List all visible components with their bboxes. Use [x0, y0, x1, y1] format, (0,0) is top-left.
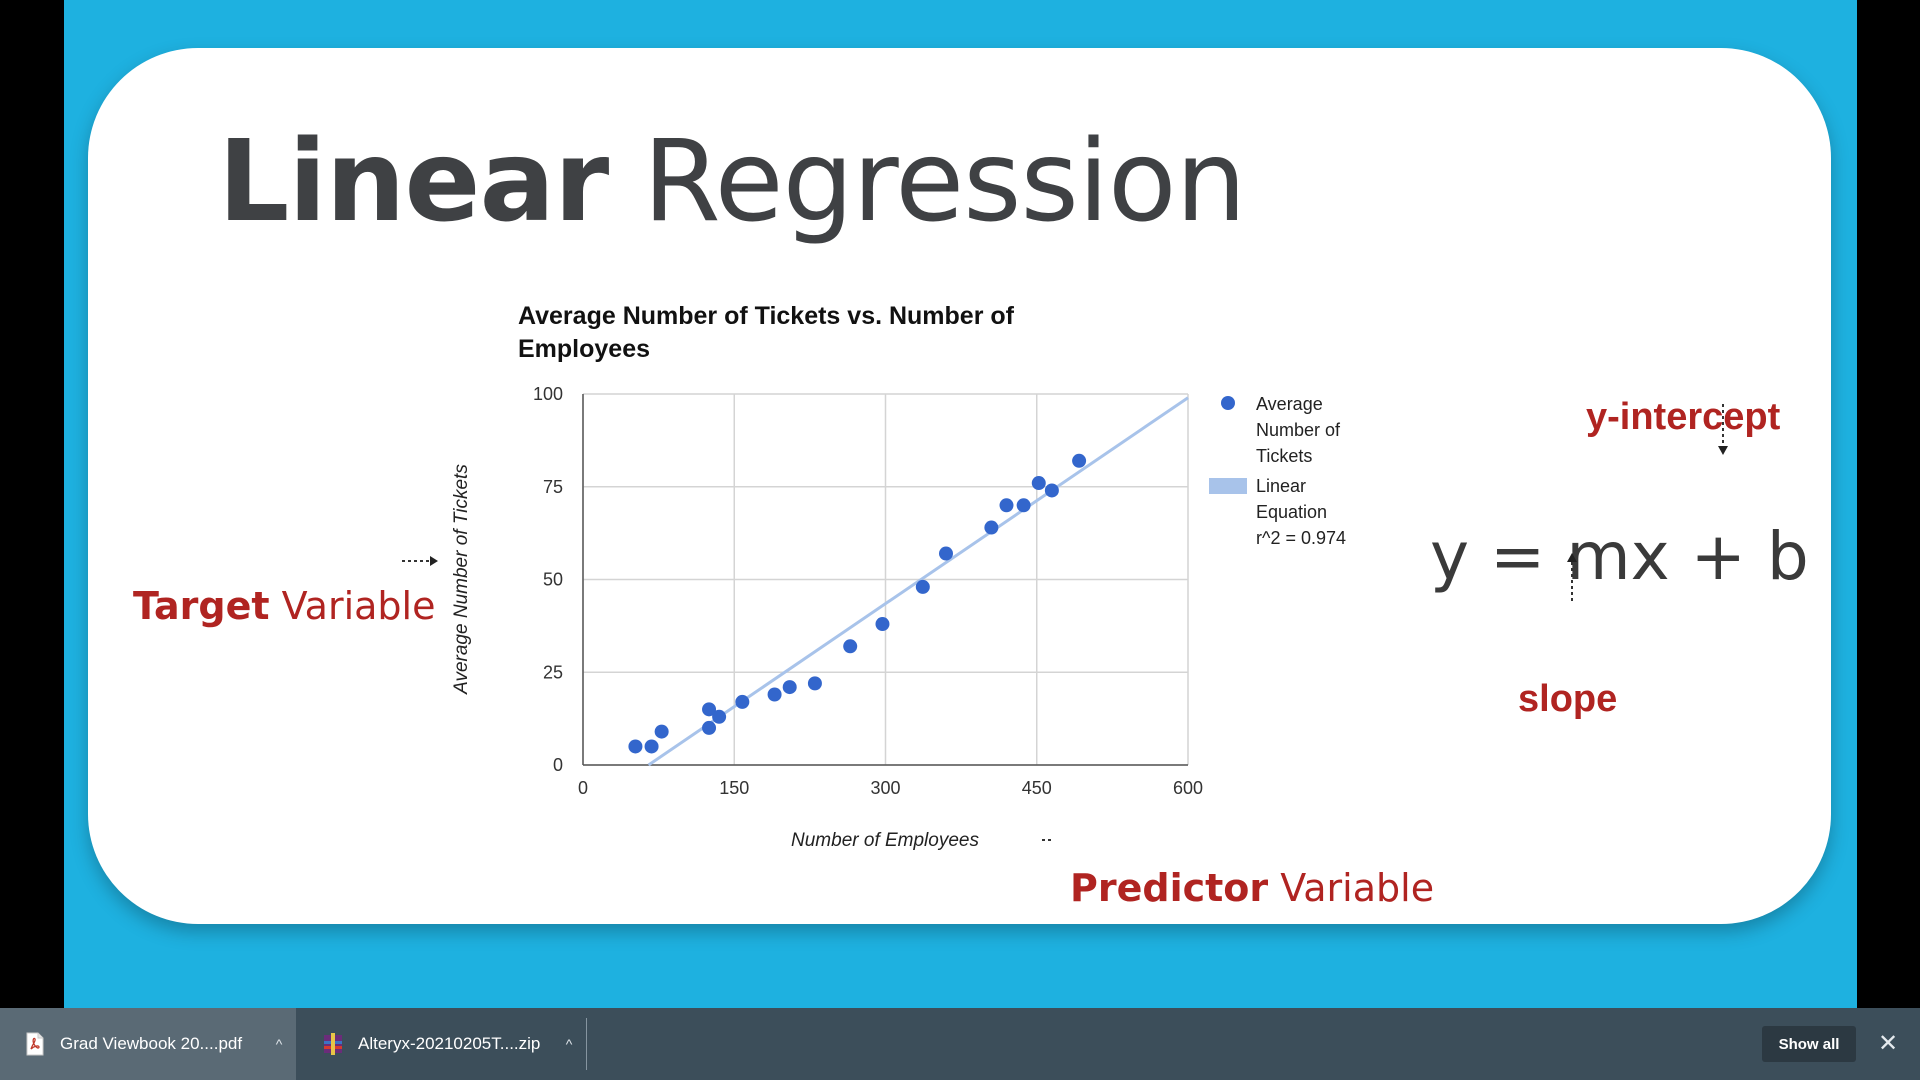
y-tick-label: 25 [543, 662, 563, 682]
data-point [628, 739, 643, 754]
legend-text-trendline: Equation [1256, 502, 1327, 522]
y-tick-label: 50 [543, 570, 563, 590]
download-item-name: Grad Viewbook 20....pdf [60, 1034, 243, 1053]
download-item-pdf[interactable]: Grad Viewbook 20....pdf ^ [0, 1008, 296, 1080]
y-tick-label: 100 [533, 384, 563, 404]
chart-title: Average Number of Tickets vs. Number of … [518, 302, 1014, 363]
data-point [702, 702, 717, 717]
predictor-variable-label: Predictor Variable [1070, 866, 1434, 910]
slope-arrow-head [1567, 553, 1577, 562]
scatter-chart: 0 150 300 450 600 0 25 50 75 100 Average Number of… [402, 384, 1728, 841]
x-tick-label: 150 [719, 778, 749, 798]
download-bar-separator [586, 1018, 587, 1070]
data-point [767, 687, 782, 702]
x-tick-label: 450 [1022, 778, 1052, 798]
slide-title-bold: Linear [218, 117, 609, 247]
annotation-arrows [402, 404, 1728, 841]
legend-marker-points [1221, 396, 1235, 410]
download-item-name: Alteryx-20210205T....zip [358, 1034, 541, 1053]
data-point [915, 579, 930, 594]
chart-legend: Average Number of Tickets Linear Equation r^2… [1209, 394, 1346, 548]
trendline-layer [647, 396, 1189, 767]
data-points-layer [628, 453, 1087, 754]
data-point [1016, 498, 1031, 513]
data-point [1044, 483, 1059, 498]
slope-label: slope [1518, 678, 1618, 720]
data-point [712, 709, 727, 724]
target-variable-rest: Variable [269, 584, 436, 628]
data-point [782, 680, 797, 695]
show-all-button[interactable]: Show all [1762, 1026, 1856, 1062]
data-point [654, 724, 669, 739]
y-tick-label: 75 [543, 477, 563, 497]
chart-grid [582, 393, 1189, 766]
x-tick-label: 600 [1173, 778, 1203, 798]
linear-equation: y = mx + b [1430, 518, 1809, 595]
data-point [984, 520, 999, 535]
data-point [644, 739, 659, 754]
slide-title: Linear Regression [218, 126, 1246, 238]
data-point [735, 694, 750, 709]
legend-marker-trendline [1209, 478, 1247, 494]
chevron-up-icon[interactable]: ^ [565, 1036, 573, 1052]
slide-title-rest: Regression [608, 117, 1247, 247]
trendline [647, 396, 1189, 767]
data-point [843, 639, 858, 654]
predictor-variable-rest: Variable [1268, 866, 1435, 910]
legend-text-points: Average [1256, 394, 1323, 414]
y-intercept-arrow-head [1718, 446, 1728, 455]
download-item-zip[interactable]: Alteryx-20210205T....zip ^ [298, 1008, 586, 1080]
download-bar: Grad Viewbook 20....pdf ^ Alteryx-202102… [0, 1008, 1920, 1080]
x-tick-label: 300 [870, 778, 900, 798]
legend-text-points: Tickets [1256, 446, 1312, 466]
data-point [875, 617, 890, 632]
legend-text-trendline: Linear [1256, 476, 1306, 496]
target-variable-label: Target Variable [133, 584, 435, 628]
x-axis-title: Number of Employees [791, 830, 979, 851]
close-icon[interactable]: ✕ [1877, 1030, 1899, 1057]
target-variable-strong: Target [133, 584, 270, 628]
legend-text-points: Number of [1256, 420, 1341, 440]
data-point [702, 720, 717, 735]
y-tick-label: 0 [553, 755, 563, 775]
data-point [807, 676, 822, 691]
chevron-up-icon[interactable]: ^ [275, 1036, 283, 1052]
y-axis-title: Average Number of Tickets [451, 464, 472, 694]
data-point [1031, 476, 1046, 491]
data-point [999, 498, 1014, 513]
x-tick-label: 0 [578, 778, 588, 798]
tick-labels-layer: 0 150 300 450 600 0 25 50 75 100 [533, 384, 1203, 798]
data-point [1072, 453, 1087, 468]
y-intercept-label: y-intercept [1586, 396, 1781, 438]
zip-archive-icon [324, 1033, 342, 1055]
pdf-file-icon [26, 1032, 44, 1056]
legend-text-trendline: r^2 = 0.974 [1256, 528, 1346, 548]
predictor-variable-strong: Predictor [1070, 866, 1269, 910]
data-point [939, 546, 953, 561]
target-arrow-head [430, 556, 438, 566]
